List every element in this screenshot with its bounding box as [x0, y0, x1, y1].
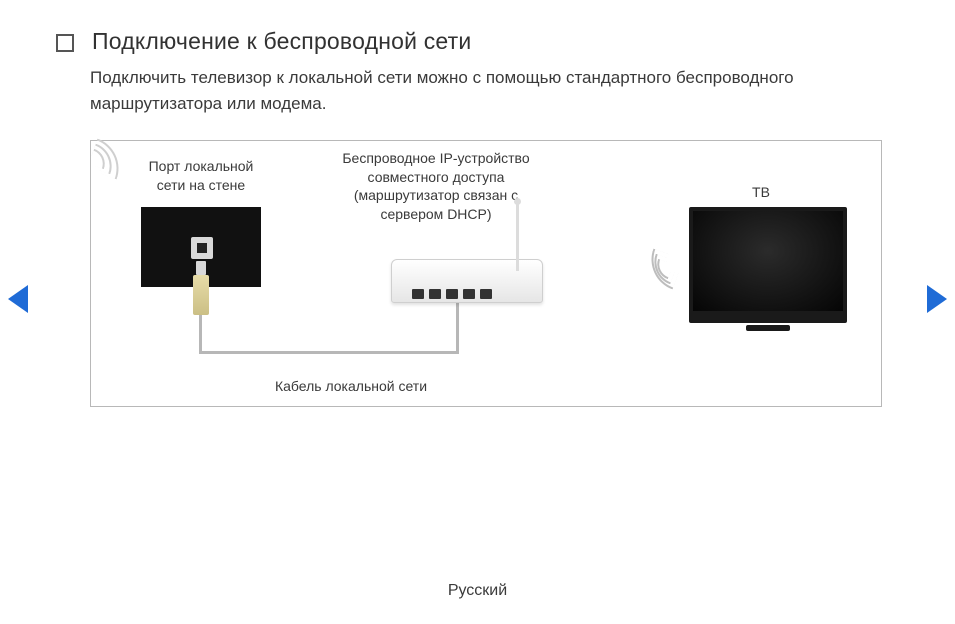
- lan-cable-segment: [199, 351, 459, 354]
- section-heading: Подключение к беспроводной сети: [92, 28, 471, 55]
- label-wall-port: Порт локальнойсети на стене: [131, 157, 271, 195]
- rj45-plug-icon: [193, 275, 209, 315]
- prev-page-button[interactable]: [8, 285, 28, 313]
- router-icon: [391, 259, 543, 303]
- section-description: Подключить телевизор к локальной сети мо…: [90, 65, 899, 118]
- next-page-button[interactable]: [927, 285, 947, 313]
- page-language: Русский: [0, 582, 955, 600]
- lan-cable-segment: [456, 301, 459, 354]
- lan-cable-segment: [199, 315, 202, 351]
- router-antenna-icon: [516, 201, 519, 271]
- tv-icon: [689, 207, 847, 323]
- label-tv: ТВ: [711, 183, 811, 202]
- section-bullet-icon: [56, 34, 74, 52]
- network-diagram: Порт локальнойсети на стене Беспроводное…: [90, 140, 882, 407]
- label-lan-cable: Кабель локальной сети: [251, 377, 451, 396]
